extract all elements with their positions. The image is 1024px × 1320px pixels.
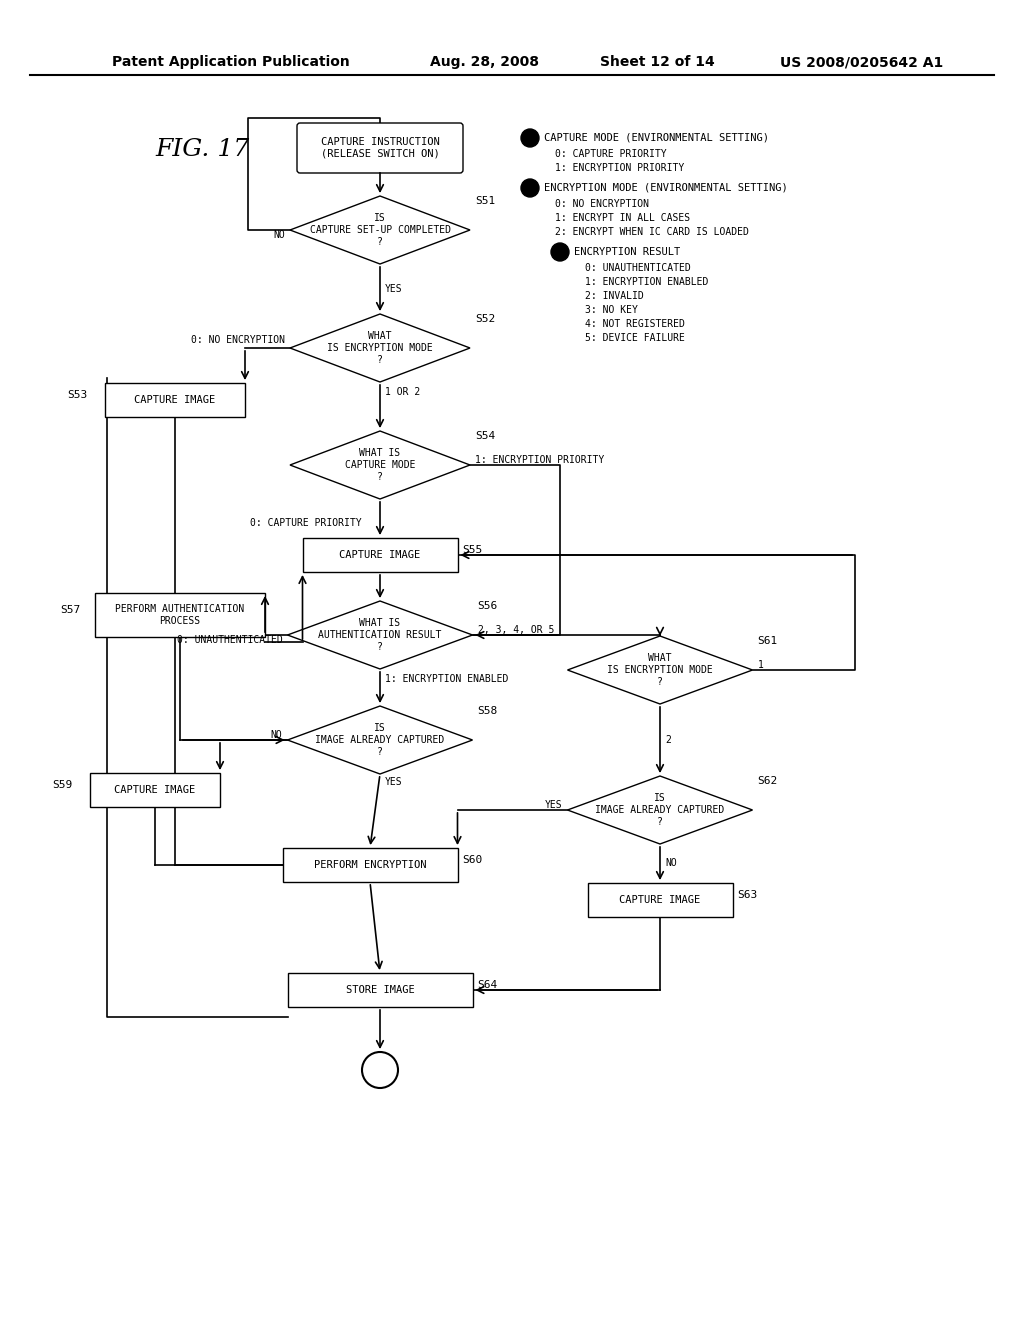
Text: S62: S62 — [758, 776, 778, 785]
Text: S51: S51 — [475, 195, 496, 206]
Text: WHAT
IS ENCRYPTION MODE
?: WHAT IS ENCRYPTION MODE ? — [327, 331, 433, 364]
Text: CAPTURE IMAGE: CAPTURE IMAGE — [620, 895, 700, 906]
Text: 0: UNAUTHENTICATED: 0: UNAUTHENTICATED — [585, 263, 691, 273]
Text: S56: S56 — [477, 601, 498, 611]
Text: PERFORM ENCRYPTION: PERFORM ENCRYPTION — [313, 861, 426, 870]
Text: S64: S64 — [477, 979, 498, 990]
Text: S54: S54 — [475, 432, 496, 441]
Text: CAPTURE IMAGE: CAPTURE IMAGE — [339, 550, 421, 560]
Text: 2, 3, 4, OR 5: 2, 3, 4, OR 5 — [477, 624, 554, 635]
Text: 0: NO ENCRYPTION: 0: NO ENCRYPTION — [555, 199, 649, 209]
Text: S58: S58 — [477, 706, 498, 715]
Text: ENCRYPTION RESULT: ENCRYPTION RESULT — [574, 247, 680, 257]
Text: S52: S52 — [475, 314, 496, 323]
Text: NO: NO — [665, 858, 677, 869]
Text: 1: 1 — [758, 660, 763, 671]
Text: CAPTURE INSTRUCTION
(RELEASE SWITCH ON): CAPTURE INSTRUCTION (RELEASE SWITCH ON) — [321, 137, 439, 158]
Polygon shape — [288, 706, 472, 774]
Text: YES: YES — [385, 284, 402, 294]
Text: Aug. 28, 2008: Aug. 28, 2008 — [430, 55, 539, 69]
Text: 2: INVALID: 2: INVALID — [585, 290, 644, 301]
Text: NO: NO — [270, 730, 283, 741]
Text: S63: S63 — [737, 890, 758, 900]
Text: WHAT IS
AUTHENTICATION RESULT
?: WHAT IS AUTHENTICATION RESULT ? — [318, 618, 441, 652]
Text: CAPTURE MODE (ENVIRONMENTAL SETTING): CAPTURE MODE (ENVIRONMENTAL SETTING) — [544, 133, 769, 143]
Bar — [588, 883, 732, 917]
Polygon shape — [290, 432, 470, 499]
Text: 1 OR 2: 1 OR 2 — [385, 387, 420, 397]
Text: 5: DEVICE FAILURE: 5: DEVICE FAILURE — [585, 333, 685, 343]
Text: STORE IMAGE: STORE IMAGE — [346, 985, 415, 995]
Text: CAPTURE IMAGE: CAPTURE IMAGE — [115, 785, 196, 795]
Polygon shape — [567, 776, 753, 843]
Bar — [302, 539, 458, 572]
Text: S57: S57 — [60, 605, 80, 615]
Text: IS
IMAGE ALREADY CAPTURED
?: IS IMAGE ALREADY CAPTURED ? — [595, 793, 725, 826]
Bar — [90, 774, 220, 807]
Bar — [95, 593, 265, 638]
Text: S53: S53 — [67, 389, 87, 400]
Text: US 2008/0205642 A1: US 2008/0205642 A1 — [780, 55, 943, 69]
Text: Patent Application Publication: Patent Application Publication — [112, 55, 350, 69]
Text: S61: S61 — [758, 636, 778, 645]
Text: 0: UNAUTHENTICATED: 0: UNAUTHENTICATED — [177, 635, 283, 645]
Bar — [283, 847, 458, 882]
Text: 2: ENCRYPT WHEN IC CARD IS LOADED: 2: ENCRYPT WHEN IC CARD IS LOADED — [555, 227, 749, 238]
Circle shape — [551, 243, 569, 261]
Text: 0: NO ENCRYPTION: 0: NO ENCRYPTION — [191, 335, 285, 345]
Text: YES: YES — [385, 777, 402, 787]
Text: 2: 2 — [665, 735, 671, 744]
Text: 1: ENCRYPTION PRIORITY: 1: ENCRYPTION PRIORITY — [555, 162, 684, 173]
Text: 4: NOT REGISTERED: 4: NOT REGISTERED — [585, 319, 685, 329]
Text: 1: ENCRYPTION ENABLED: 1: ENCRYPTION ENABLED — [385, 675, 508, 684]
Text: Sheet 12 of 14: Sheet 12 of 14 — [600, 55, 715, 69]
Text: 1: ENCRYPTION PRIORITY: 1: ENCRYPTION PRIORITY — [475, 455, 604, 465]
Circle shape — [521, 129, 539, 147]
Text: S60: S60 — [463, 855, 482, 865]
Text: S55: S55 — [463, 545, 482, 554]
Polygon shape — [290, 195, 470, 264]
Text: 0: CAPTURE PRIORITY: 0: CAPTURE PRIORITY — [250, 519, 361, 528]
Text: NO: NO — [273, 230, 285, 240]
Text: ENCRYPTION MODE (ENVIRONMENTAL SETTING): ENCRYPTION MODE (ENVIRONMENTAL SETTING) — [544, 183, 787, 193]
Text: 1: ENCRYPT IN ALL CASES: 1: ENCRYPT IN ALL CASES — [555, 213, 690, 223]
Text: 1: ENCRYPTION ENABLED: 1: ENCRYPTION ENABLED — [585, 277, 709, 286]
Polygon shape — [290, 314, 470, 381]
Text: IS
IMAGE ALREADY CAPTURED
?: IS IMAGE ALREADY CAPTURED ? — [315, 723, 444, 756]
Bar — [288, 973, 472, 1007]
Text: PERFORM AUTHENTICATION
PROCESS: PERFORM AUTHENTICATION PROCESS — [116, 605, 245, 626]
Text: IS
CAPTURE SET-UP COMPLETED
?: IS CAPTURE SET-UP COMPLETED ? — [309, 214, 451, 247]
Text: WHAT
IS ENCRYPTION MODE
?: WHAT IS ENCRYPTION MODE ? — [607, 653, 713, 686]
Text: 0: CAPTURE PRIORITY: 0: CAPTURE PRIORITY — [555, 149, 667, 158]
Text: CAPTURE IMAGE: CAPTURE IMAGE — [134, 395, 216, 405]
FancyBboxPatch shape — [297, 123, 463, 173]
Text: FIG. 17: FIG. 17 — [155, 139, 249, 161]
Text: 3: NO KEY: 3: NO KEY — [585, 305, 638, 315]
Text: YES: YES — [545, 800, 562, 810]
Text: S59: S59 — [52, 780, 73, 789]
Circle shape — [521, 180, 539, 197]
Text: WHAT IS
CAPTURE MODE
?: WHAT IS CAPTURE MODE ? — [345, 449, 416, 482]
Bar — [105, 383, 245, 417]
Polygon shape — [567, 636, 753, 704]
Polygon shape — [288, 601, 472, 669]
